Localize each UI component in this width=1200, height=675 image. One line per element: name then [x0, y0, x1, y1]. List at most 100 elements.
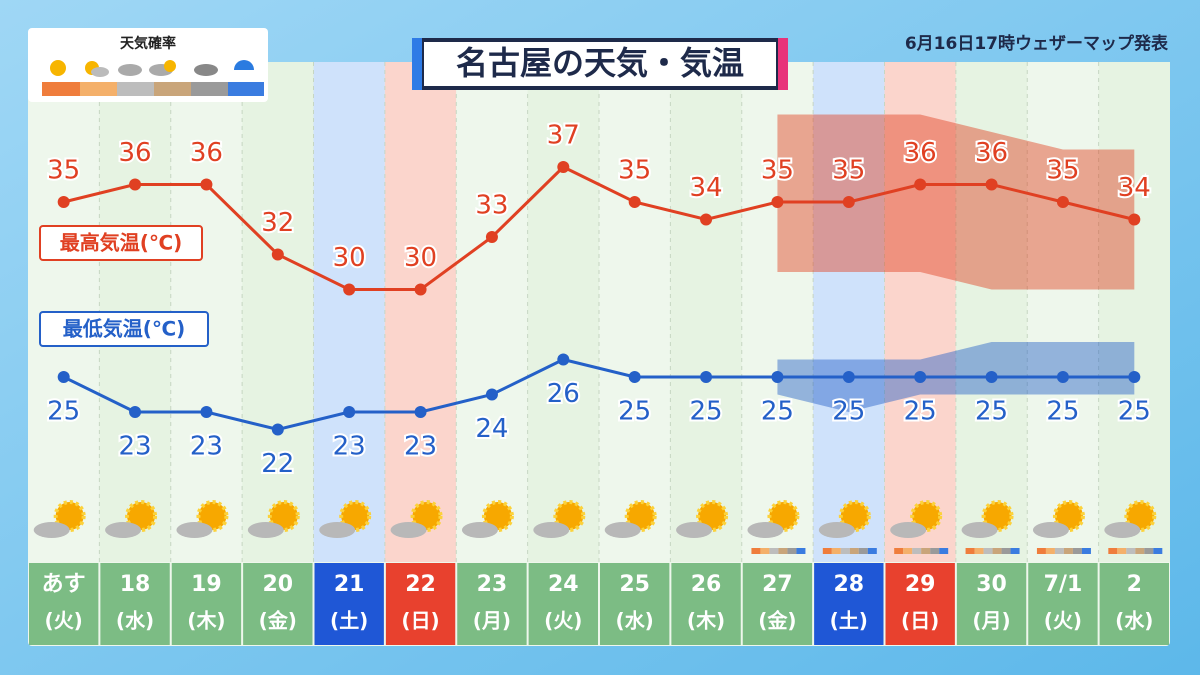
day-column — [242, 62, 314, 562]
value-label: 25 — [975, 397, 1008, 427]
point — [1056, 196, 1069, 208]
value-label: 25 — [904, 397, 937, 427]
chart-title: 名古屋の天気・気温 — [456, 44, 744, 82]
day-cell — [100, 563, 170, 645]
cloud — [1104, 522, 1141, 538]
point — [485, 231, 498, 243]
day-cell — [243, 563, 313, 645]
range-band — [777, 114, 1135, 290]
value-label: 35 — [761, 156, 794, 186]
point — [57, 371, 70, 383]
legend-icons — [42, 60, 264, 96]
value-label: 34 — [1118, 173, 1151, 203]
probability-bar — [1054, 548, 1064, 554]
day-cell — [385, 563, 456, 645]
day-column — [313, 62, 385, 562]
sun — [125, 500, 158, 532]
day-column — [1098, 62, 1170, 562]
value-label: 36 — [975, 138, 1008, 168]
weekday-label: (水) — [616, 609, 654, 633]
point — [700, 371, 713, 383]
probability-bar — [1153, 548, 1163, 554]
probability-bar — [831, 548, 841, 554]
value-label: 36 — [904, 138, 937, 168]
value-label: 25 — [1046, 397, 1079, 427]
cloud — [604, 522, 641, 538]
point — [57, 196, 70, 208]
point — [129, 178, 142, 191]
day-label: 23 — [477, 572, 508, 597]
series-line — [63, 165, 1135, 291]
value-label: 25 — [47, 397, 80, 427]
probability-bar — [1135, 548, 1145, 554]
probability-bar — [778, 548, 788, 554]
series-line — [63, 357, 1135, 432]
weekday-label: (金) — [259, 609, 297, 633]
probability-bar — [822, 548, 832, 554]
point — [343, 406, 356, 418]
weather-icon — [818, 500, 877, 554]
weekday-label: (水) — [116, 609, 154, 633]
cloud — [461, 522, 498, 538]
weekday-label: (木) — [687, 609, 725, 633]
value-label: 25 — [832, 397, 865, 427]
day-label: 27 — [762, 572, 793, 597]
weekday-label: (土) — [330, 609, 368, 633]
weather-icon — [247, 500, 300, 538]
probability-bar — [867, 548, 877, 554]
point — [1128, 371, 1141, 383]
point — [700, 213, 713, 226]
weather-icon — [461, 500, 514, 538]
day-label: 26 — [691, 572, 722, 597]
probability-bar — [1036, 548, 1046, 554]
point — [557, 353, 570, 366]
probability-bar — [983, 548, 993, 554]
weather-icon — [1104, 500, 1163, 554]
day-label: 7/1 — [1044, 572, 1083, 597]
probability-bar — [1063, 548, 1073, 554]
day-label: 29 — [905, 572, 936, 597]
point — [842, 371, 855, 383]
point — [771, 196, 784, 208]
point — [842, 196, 855, 208]
legend-label-box — [39, 225, 203, 261]
day-label: 20 — [263, 572, 294, 597]
probability-bar — [939, 548, 949, 554]
probability-bar — [894, 548, 904, 554]
value-label: 22 — [261, 449, 294, 479]
value-label: 36 — [119, 138, 152, 168]
cloud — [176, 522, 213, 538]
value-label: 34 — [690, 173, 723, 203]
subtitle: 6月16日17時ウェザーマップ発表 — [905, 33, 1169, 54]
probability-bar — [912, 548, 922, 554]
weekday-label: (土) — [830, 609, 868, 633]
weather-icon — [747, 500, 806, 554]
weekday-label: (日) — [401, 609, 439, 633]
probability-bar — [751, 548, 761, 554]
day-label: 24 — [548, 572, 579, 597]
point — [271, 423, 284, 436]
sun — [838, 500, 871, 532]
value-label: 36 — [190, 138, 223, 168]
value-label: 23 — [333, 432, 366, 462]
weekday-label: (水) — [1115, 609, 1153, 633]
weekday-label: (火) — [1044, 609, 1082, 633]
probability-bar — [930, 548, 940, 554]
probability-bar — [1126, 548, 1136, 554]
value-label: 26 — [547, 379, 580, 409]
legend-label-box — [39, 311, 209, 347]
sun — [1052, 500, 1085, 532]
point — [914, 178, 927, 191]
weekday-label: (木) — [187, 609, 225, 633]
day-cell — [814, 563, 884, 645]
day-cell — [885, 563, 955, 645]
day-label: 19 — [191, 572, 222, 597]
value-label: 24 — [475, 414, 508, 444]
cloud — [247, 522, 284, 538]
probability-bar — [1001, 548, 1011, 554]
cloud — [961, 522, 998, 538]
title-accent — [778, 38, 788, 90]
day-cell — [956, 563, 1027, 645]
day-label: 2 — [1127, 572, 1142, 597]
